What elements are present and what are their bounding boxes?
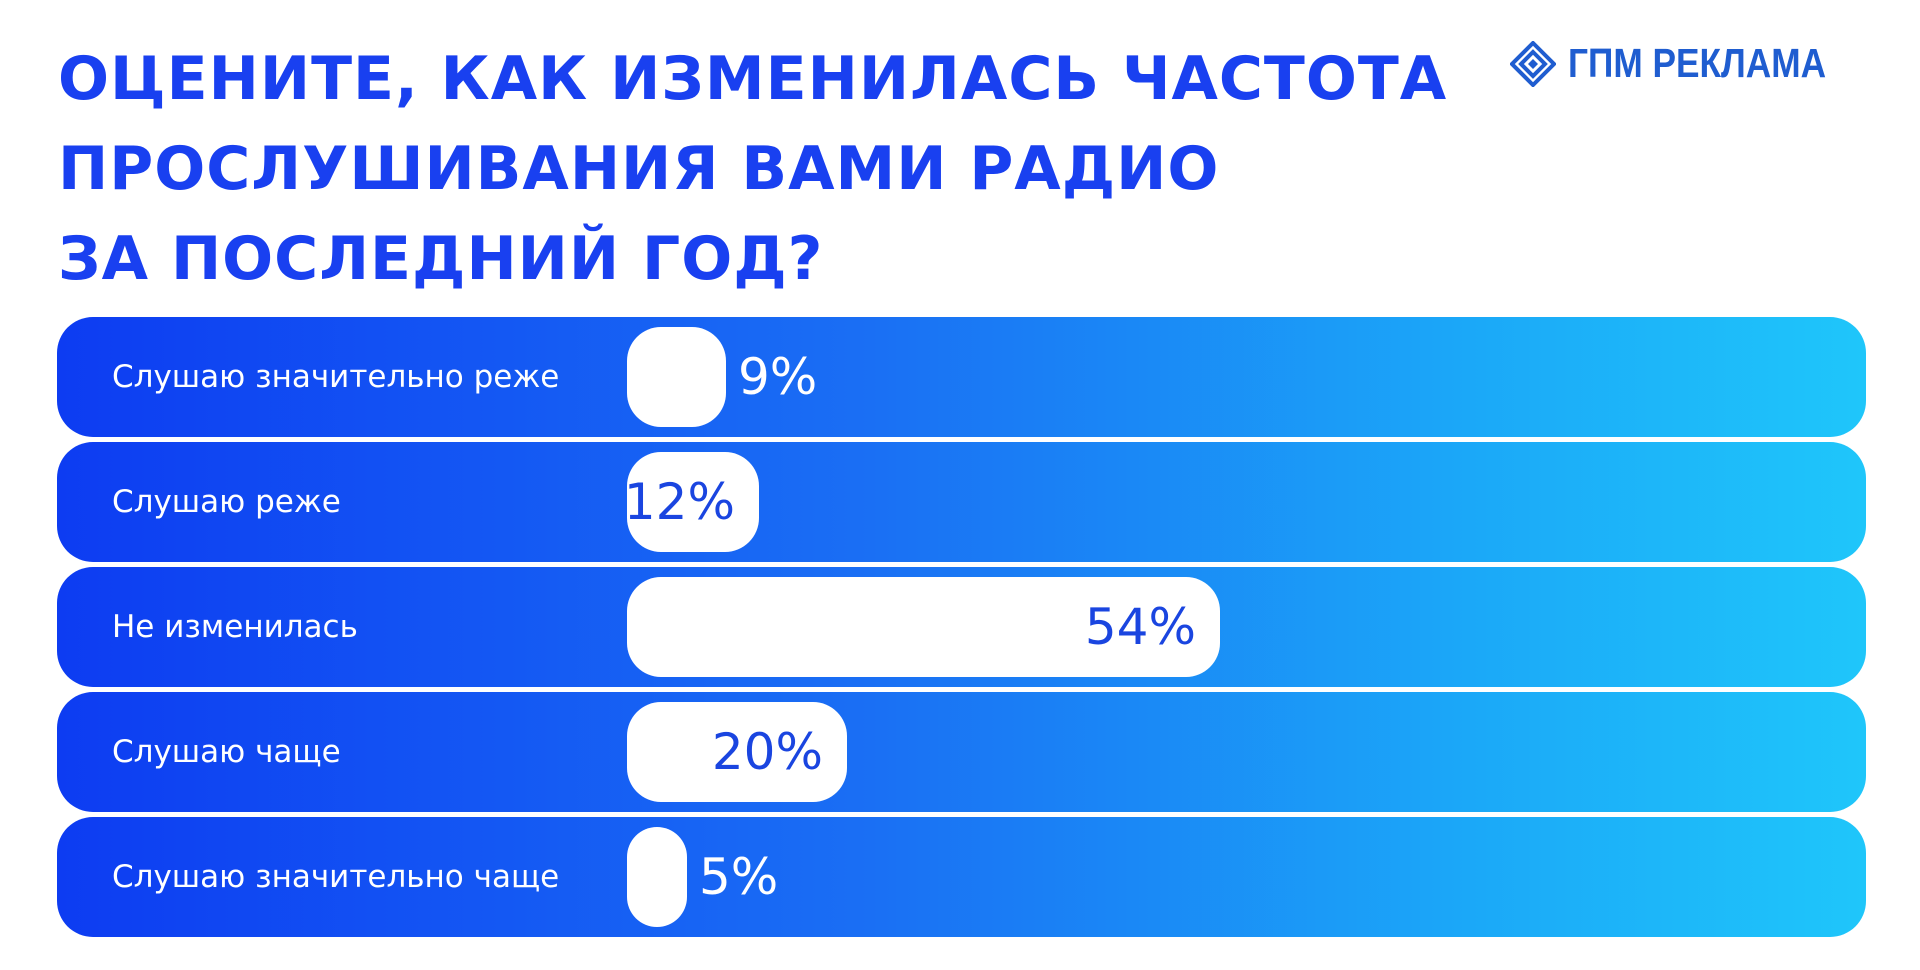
bar-track: 12% — [623, 452, 1726, 552]
chart-row: Слушаю чаще 20% — [57, 692, 1866, 812]
chart-row: Слушаю значительно чаще 5% — [57, 817, 1866, 937]
bar-value-label: 54% — [1084, 598, 1196, 656]
bar — [627, 577, 1220, 677]
category-label: Слушаю значительно чаще — [112, 859, 560, 895]
bar-value-label: 5% — [699, 848, 779, 906]
bar-track: 9% — [627, 327, 1726, 427]
category-label: Слушаю значительно реже — [112, 359, 560, 395]
chart-row: Слушаю реже 12% — [57, 442, 1866, 562]
category-label: Слушаю реже — [112, 484, 341, 520]
bar-value-label: 12% — [623, 473, 735, 531]
bar-chart: Слушаю значительно реже 9% Слушаю реже 12% Н… — [57, 317, 1866, 942]
gpm-logo: ГПМ РЕКЛАМА — [1509, 40, 1868, 87]
chart-row: Не изменилась 54% — [57, 567, 1866, 687]
chart-row: Слушаю значительно реже 9% — [57, 317, 1866, 437]
bar — [627, 827, 687, 927]
bar-track: 5% — [627, 827, 1726, 927]
category-label: Не изменилась — [112, 609, 358, 645]
bar — [627, 452, 759, 552]
bar-track: 54% — [627, 577, 1726, 677]
bar-value-label: 20% — [711, 723, 823, 781]
bar-track: 20% — [627, 702, 1726, 802]
category-label: Слушаю чаще — [112, 734, 341, 770]
bar — [627, 702, 847, 802]
logo-text: ГПМ РЕКЛАМА — [1567, 40, 1826, 86]
gpm-diamond-logo-icon — [1509, 40, 1556, 87]
chart-title: ОЦЕНИТЕ, КАК ИЗМЕНИЛАСЬ ЧАСТОТА ПРОСЛУШИ… — [58, 44, 1448, 294]
bar — [627, 327, 726, 427]
bar-value-label: 9% — [738, 348, 818, 406]
